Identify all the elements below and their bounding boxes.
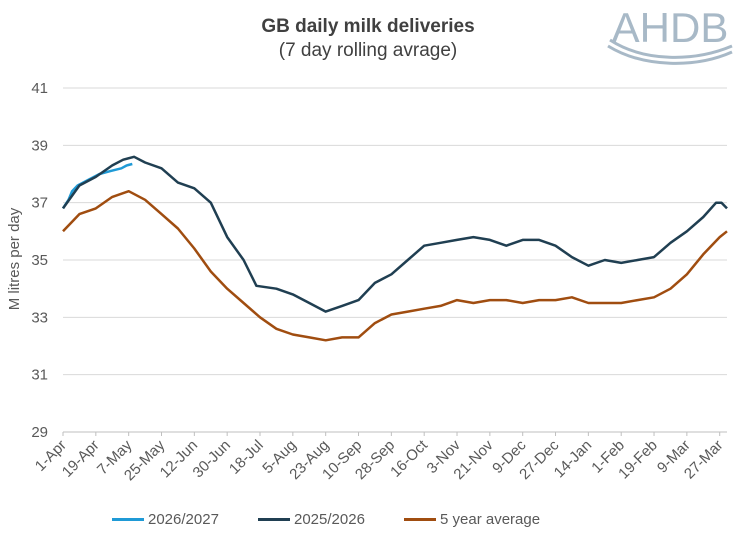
legend-item: 2026/2027	[112, 511, 219, 528]
series-group	[61, 155, 728, 342]
chart-title: GB daily milk deliveries	[261, 16, 475, 37]
legend-item: 2025/2026	[258, 511, 365, 528]
y-axis-label: M litres per day	[6, 207, 23, 310]
x-axis-ticks: 1-Apr19-Apr7-May25-May12-Jun30-Jun18-Jul…	[32, 432, 727, 484]
legend-label: 2026/2027	[148, 511, 219, 528]
y-tick-label: 41	[31, 80, 48, 97]
x-tick-label: 16-Oct	[387, 436, 431, 480]
y-tick-label: 31	[31, 367, 48, 384]
legend-swatch	[258, 518, 290, 521]
y-tick-label: 35	[31, 252, 48, 269]
legend-swatch	[112, 518, 144, 521]
series-line-2026-2027	[61, 162, 133, 210]
logo-text: AHDB	[612, 4, 729, 51]
x-tick-label: 19-Apr	[59, 437, 103, 481]
gridlines	[63, 87, 727, 376]
chart-subtitle: (7 day rolling avrage)	[278, 40, 458, 61]
series-line-5-year-average	[62, 189, 728, 342]
ahdb-logo: AHDB	[604, 2, 736, 66]
legend: 2026/2027 2025/2026 5 year average	[0, 511, 736, 535]
y-tick-label: 33	[31, 309, 48, 326]
series-line-2025-2026	[61, 155, 728, 313]
legend-swatch	[404, 518, 436, 521]
y-tick-label: 29	[31, 424, 48, 441]
y-tick-label: 37	[31, 195, 48, 212]
x-tick-label: 18-Jul	[226, 437, 267, 478]
x-tick-label: 30-Jun	[190, 437, 234, 481]
legend-label: 2025/2026	[294, 511, 365, 528]
legend-item: 5 year average	[404, 511, 540, 528]
y-tick-label: 39	[31, 137, 48, 154]
x-tick-label: 14-Jan	[551, 437, 595, 481]
legend-label: 5 year average	[440, 511, 541, 528]
y-axis-ticks: 29 31 33 35 37 39 41	[31, 80, 48, 441]
